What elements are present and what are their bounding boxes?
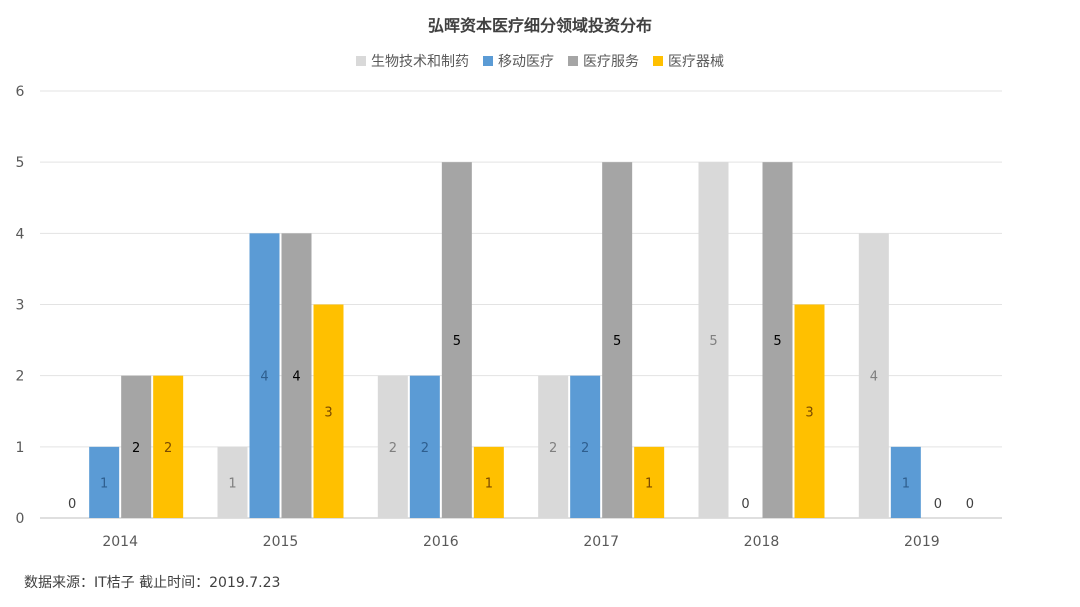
data-label: 2 — [132, 441, 140, 456]
bar-2015-series-3 — [313, 304, 344, 518]
y-tick-label: 5 — [16, 155, 25, 171]
bar-2016-series-3 — [473, 446, 504, 518]
legend-label: 生物技术和制药 — [371, 54, 469, 70]
data-label: 3 — [805, 405, 813, 420]
bar-2018-series-0 — [698, 162, 729, 518]
data-label: 4 — [292, 370, 300, 385]
data-label: 2 — [389, 441, 397, 456]
bar-2014-series-2 — [121, 375, 152, 518]
x-tick-label: 2016 — [423, 534, 459, 550]
data-labels: 0 1 2 2 1 4 4 3 2 2 5 1 2 2 5 1 5 0 5 3 4 1 0 0 — [68, 334, 974, 512]
y-tick-label: 6 — [16, 84, 25, 100]
data-label: 0 — [934, 497, 942, 512]
bar-2019-series-0 — [858, 233, 889, 519]
bar-2014-series-1 — [89, 446, 120, 518]
bar-2019-series-1 — [890, 446, 921, 518]
bar-2015-series-2 — [281, 233, 312, 519]
bar-chart: 弘晖资本医疗细分领域投资分布 生物技术和制药 移动医疗 医疗服务 医疗器械 0 1 2 3 4… — [16, 16, 1002, 550]
bar-2016-series-2 — [441, 162, 472, 518]
data-label: 1 — [100, 476, 108, 491]
data-label: 5 — [709, 334, 717, 349]
data-label: 5 — [773, 334, 781, 349]
data-label: 5 — [613, 334, 621, 349]
x-tick-label: 2017 — [583, 534, 619, 550]
bar-2017-series-2 — [602, 162, 633, 518]
bar-2016-series-0 — [377, 375, 408, 518]
legend: 生物技术和制药 移动医疗 医疗服务 医疗器械 — [356, 54, 724, 70]
data-label: 0 — [966, 497, 974, 512]
data-label: 4 — [260, 370, 268, 385]
bar-2014-series-3 — [153, 375, 184, 518]
y-axis: 0 1 2 3 4 5 6 — [16, 84, 25, 527]
bar-2018-series-2 — [762, 162, 793, 518]
legend-swatch — [356, 56, 366, 66]
data-label: 1 — [645, 476, 653, 491]
data-label: 1 — [485, 476, 493, 491]
y-tick-label: 4 — [16, 226, 25, 242]
y-tick-label: 0 — [16, 511, 25, 527]
y-tick-label: 3 — [16, 298, 25, 314]
bar-2017-series-3 — [634, 446, 665, 518]
chart-title: 弘晖资本医疗细分领域投资分布 — [428, 16, 652, 35]
legend-swatch — [653, 56, 663, 66]
data-label: 2 — [549, 441, 557, 456]
data-label: 2 — [581, 441, 589, 456]
data-source-note: 数据来源：IT桔子 截止时间：2019.7.23 — [24, 575, 281, 591]
data-label: 0 — [68, 497, 76, 512]
data-label: 1 — [228, 476, 236, 491]
legend-label: 移动医疗 — [498, 54, 554, 70]
bar-2018-series-3 — [794, 304, 825, 518]
legend-label: 医疗服务 — [583, 54, 639, 70]
legend-label: 医疗器械 — [668, 54, 724, 70]
data-label: 2 — [421, 441, 429, 456]
data-label: 5 — [453, 334, 461, 349]
x-tick-label: 2014 — [102, 534, 138, 550]
x-tick-label: 2019 — [904, 534, 940, 550]
x-tick-label: 2015 — [263, 534, 299, 550]
legend-swatch — [568, 56, 578, 66]
bar-2017-series-0 — [538, 375, 569, 518]
gridlines — [40, 90, 1002, 519]
bar-2015-series-1 — [249, 233, 280, 519]
data-label: 1 — [902, 476, 910, 491]
legend-swatch — [483, 56, 493, 66]
x-tick-label: 2018 — [744, 534, 780, 550]
bars — [89, 162, 921, 519]
y-tick-label: 2 — [16, 369, 25, 385]
y-tick-label: 1 — [16, 440, 25, 456]
bar-2016-series-1 — [409, 375, 440, 518]
data-label: 4 — [870, 370, 878, 385]
data-label: 2 — [164, 441, 172, 456]
data-label: 3 — [324, 405, 332, 420]
bar-2015-series-0 — [217, 446, 248, 518]
data-label: 0 — [741, 497, 749, 512]
bar-2017-series-1 — [570, 375, 601, 518]
x-axis: 2014 2015 2016 2017 2018 2019 — [102, 534, 939, 550]
